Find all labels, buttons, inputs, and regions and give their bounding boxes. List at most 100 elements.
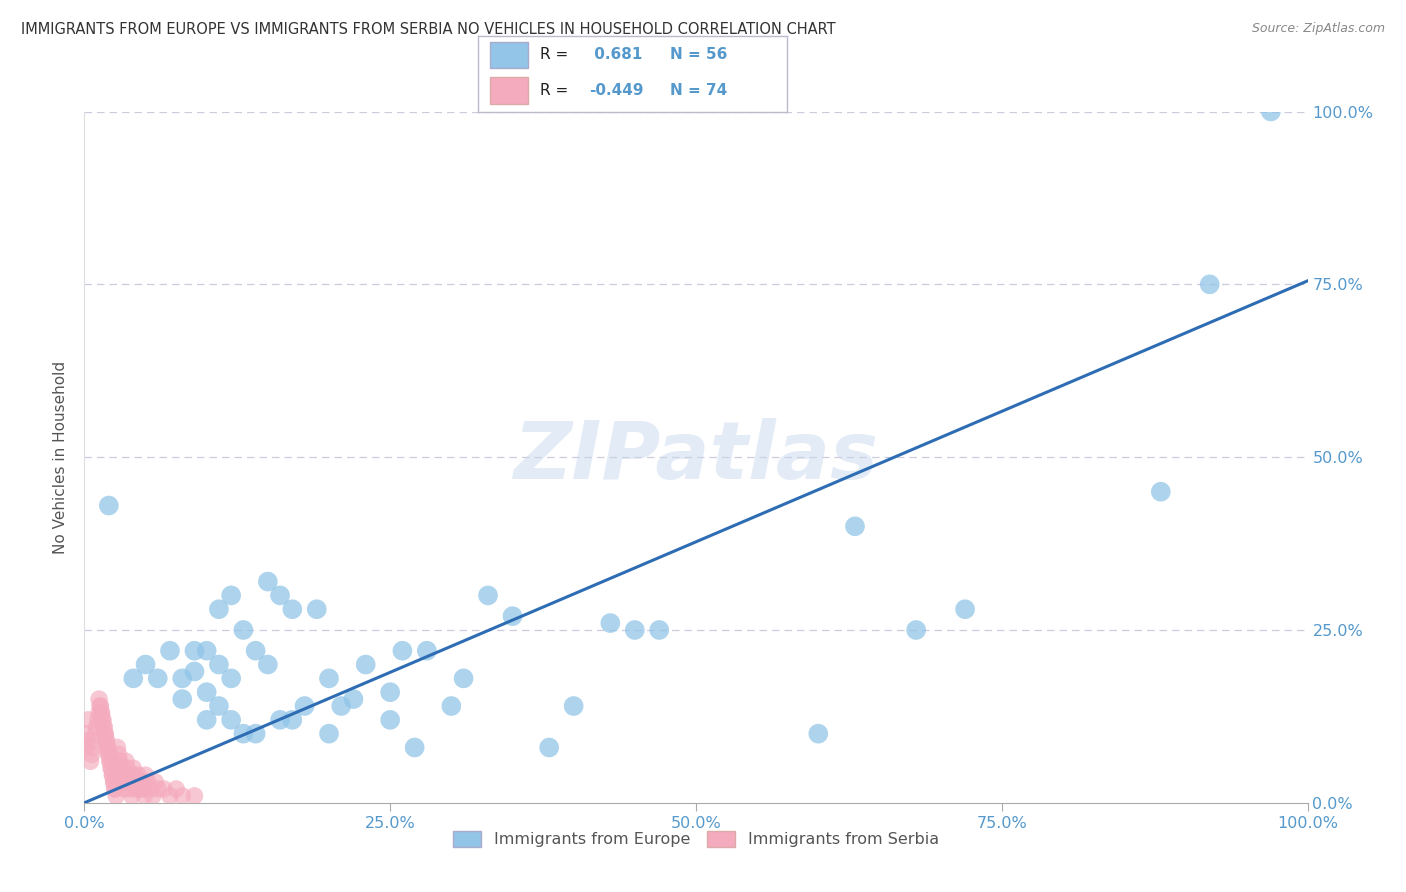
Point [146, 671, 169, 685]
Point [172, 789, 194, 803]
Point [142, 789, 165, 803]
Point [83, 733, 105, 747]
Point [79, 755, 101, 769]
Point [538, 740, 561, 755]
Point [124, 768, 146, 782]
Point [269, 713, 291, 727]
Point [953, 602, 976, 616]
Point [91, 713, 114, 727]
Point [125, 775, 148, 789]
Point [98, 755, 121, 769]
Point [125, 781, 148, 797]
Point [90, 706, 112, 720]
Text: 0.681: 0.681 [589, 47, 643, 62]
Point [96, 733, 118, 747]
Point [648, 623, 671, 637]
Text: IMMIGRANTS FROM EUROPE VS IMMIGRANTS FROM SERBIA NO VEHICLES IN HOUSEHOLD CORREL: IMMIGRANTS FROM EUROPE VS IMMIGRANTS FRO… [21, 22, 835, 37]
Point [342, 692, 364, 706]
Point [131, 775, 153, 789]
Point [1260, 104, 1282, 119]
Point [100, 761, 122, 775]
Point [165, 781, 187, 797]
Legend: Immigrants from Europe, Immigrants from Serbia: Immigrants from Europe, Immigrants from … [446, 824, 946, 854]
Point [118, 775, 141, 789]
Point [115, 755, 138, 769]
Point [77, 713, 100, 727]
Point [121, 789, 143, 803]
Point [94, 726, 117, 740]
Point [245, 644, 267, 658]
Point [89, 699, 111, 714]
Point [103, 775, 125, 789]
Point [104, 781, 127, 797]
Point [132, 781, 155, 797]
Point [82, 740, 104, 755]
Text: R =: R = [540, 47, 574, 62]
Point [97, 747, 120, 762]
Point [219, 589, 242, 603]
Point [208, 657, 231, 672]
Point [269, 589, 291, 603]
Point [232, 623, 254, 637]
Point [135, 657, 157, 672]
Point [257, 657, 280, 672]
Point [318, 671, 340, 685]
Point [75, 740, 97, 755]
Point [146, 781, 169, 797]
Point [107, 747, 129, 762]
Point [599, 615, 621, 630]
FancyBboxPatch shape [491, 78, 527, 104]
Point [281, 713, 304, 727]
Point [120, 781, 142, 797]
Point [404, 740, 426, 755]
Point [208, 699, 231, 714]
Point [183, 644, 205, 658]
Point [108, 755, 131, 769]
Point [172, 671, 194, 685]
Point [380, 685, 402, 699]
Point [89, 699, 111, 714]
Point [104, 781, 127, 797]
Point [281, 602, 304, 616]
Point [318, 726, 340, 740]
Point [502, 609, 524, 624]
Point [380, 713, 402, 727]
Point [245, 726, 267, 740]
Point [110, 761, 132, 775]
Point [127, 768, 149, 782]
Point [128, 775, 150, 789]
Point [453, 671, 475, 685]
Point [93, 720, 115, 734]
Point [219, 671, 242, 685]
Point [117, 768, 139, 782]
Point [562, 699, 585, 714]
Point [97, 740, 120, 755]
Point [219, 713, 242, 727]
Point [105, 789, 128, 803]
Point [100, 761, 122, 775]
Text: Source: ZipAtlas.com: Source: ZipAtlas.com [1251, 22, 1385, 36]
Point [115, 761, 138, 775]
Y-axis label: No Vehicles in Household: No Vehicles in Household [53, 360, 69, 554]
Point [103, 775, 125, 789]
Point [112, 775, 135, 789]
Point [93, 720, 115, 734]
Point [75, 726, 97, 740]
Point [84, 726, 107, 740]
Point [87, 692, 110, 706]
Point [1198, 277, 1220, 292]
Point [153, 781, 176, 797]
Point [122, 671, 145, 685]
Point [129, 781, 152, 797]
Point [143, 775, 166, 789]
Point [354, 657, 377, 672]
Point [844, 519, 866, 533]
Point [440, 699, 463, 714]
Point [96, 733, 118, 747]
Point [330, 699, 353, 714]
Point [86, 720, 108, 734]
Point [98, 755, 121, 769]
Point [807, 726, 830, 740]
Point [305, 602, 328, 616]
Point [159, 644, 181, 658]
